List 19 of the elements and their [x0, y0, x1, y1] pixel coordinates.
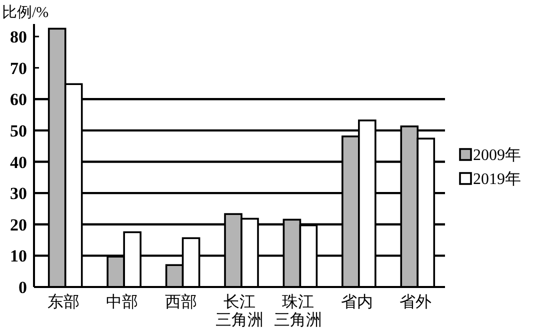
- y-tick-label: 80: [10, 28, 27, 47]
- x-tick-label: 珠江三角洲: [274, 293, 322, 329]
- y-tick-label: 10: [10, 246, 27, 266]
- x-tick-label: 省外: [400, 293, 432, 311]
- x-tick-label: 东部: [47, 293, 80, 311]
- y-axis-title: 比例/%: [2, 4, 49, 21]
- y-tick-label: 0: [18, 278, 27, 297]
- x-tick-label: 西部: [164, 293, 197, 311]
- y-tick-label: 70: [10, 58, 27, 78]
- y-tick-label: 20: [10, 215, 27, 234]
- y-tick-label: 30: [10, 184, 27, 204]
- x-tick-label: 长江三角洲: [216, 293, 264, 329]
- x-tick-label: 省内: [340, 293, 373, 311]
- legend-label: 2019年: [473, 171, 521, 188]
- y-tick-label: 40: [10, 152, 27, 172]
- legend-label: 2009年: [473, 147, 521, 164]
- y-tick-label: 50: [10, 121, 27, 140]
- x-tick-label: 中部: [106, 293, 138, 311]
- y-tick-label: 60: [10, 90, 27, 110]
